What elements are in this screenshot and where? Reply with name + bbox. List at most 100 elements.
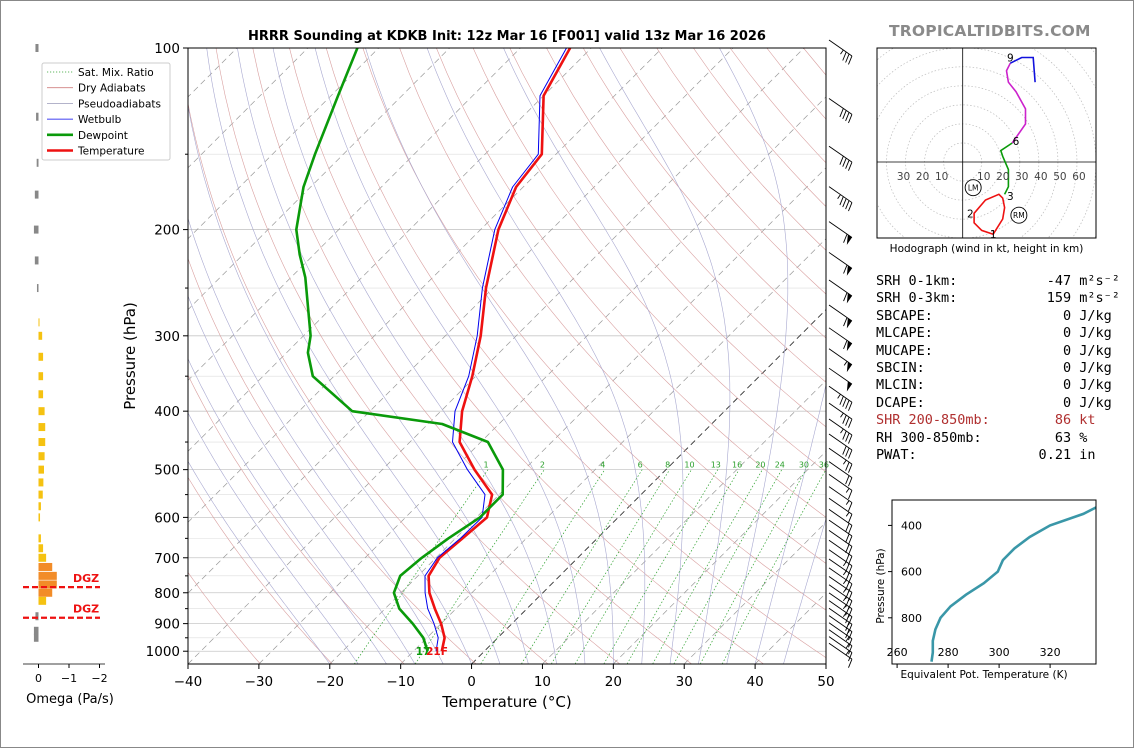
wind-barb bbox=[828, 509, 853, 535]
mixing-ratio-label: 16 bbox=[732, 461, 742, 470]
dry-adiabat-250 bbox=[188, 476, 333, 664]
omega-bar bbox=[38, 490, 43, 499]
isotherm--70 bbox=[188, 48, 592, 452]
stat-value: -47 bbox=[997, 273, 1072, 289]
mixing-ratio-label: 30 bbox=[799, 461, 809, 470]
stat-value: 0 bbox=[997, 359, 1072, 376]
barb-full bbox=[848, 556, 853, 565]
x-tick-label: 10 bbox=[534, 674, 551, 690]
legend-label: Wetbulb bbox=[78, 114, 122, 126]
dgz-label: DGZ bbox=[73, 603, 99, 616]
barb-full bbox=[839, 196, 844, 206]
stat-value: 0 bbox=[997, 307, 1072, 324]
barb-full bbox=[848, 418, 853, 428]
dry-adiabat-310 bbox=[289, 48, 764, 664]
isotherm--100 bbox=[188, 48, 379, 240]
dgz-label: DGZ bbox=[73, 572, 99, 585]
barb-staff bbox=[828, 402, 853, 420]
barb-half bbox=[843, 361, 848, 366]
barb-staff bbox=[828, 584, 853, 602]
isotherm--30 bbox=[258, 96, 826, 664]
pseudoadiabat-8 bbox=[237, 48, 529, 664]
y-tick-label: 300 bbox=[154, 329, 180, 345]
stat-unit: J/kg bbox=[1071, 359, 1112, 376]
barb-staff bbox=[828, 642, 853, 660]
omega-bar bbox=[38, 452, 45, 461]
wind-barb bbox=[828, 252, 853, 276]
stat-unit: J/kg bbox=[1071, 342, 1112, 359]
y-tick-label: 600 bbox=[154, 510, 180, 526]
mixing-ratio-label: 20 bbox=[755, 461, 765, 470]
dry-adiabat-350 bbox=[436, 48, 826, 518]
brand-watermark: TROPICALTIDBITS.COM bbox=[889, 22, 1091, 40]
isotherm--40 bbox=[188, 48, 805, 664]
theta-y-axis-label: Pressure (hPa) bbox=[875, 548, 887, 623]
wind-barb bbox=[828, 98, 853, 124]
barb-staff bbox=[828, 221, 853, 238]
barb-staff bbox=[828, 567, 853, 585]
barb-full bbox=[843, 292, 848, 302]
barb-full bbox=[848, 202, 853, 212]
omega-bar bbox=[35, 44, 39, 52]
dry-adiabat-320 bbox=[325, 48, 826, 659]
hodo-ring-label: 40 bbox=[1034, 171, 1047, 183]
barb-full bbox=[842, 198, 847, 208]
hodo-ring-label: 30 bbox=[897, 171, 910, 183]
barb-full bbox=[845, 461, 850, 471]
barb-full bbox=[843, 340, 848, 350]
barb-full bbox=[843, 233, 848, 243]
barb-full bbox=[843, 264, 848, 274]
barb-staff bbox=[828, 629, 853, 647]
wind-barb bbox=[828, 615, 853, 641]
omega-bar bbox=[38, 534, 41, 543]
isotherm-0 bbox=[471, 308, 826, 664]
wind-barb bbox=[828, 402, 853, 428]
wind-barb bbox=[828, 367, 853, 392]
barb-full bbox=[848, 463, 853, 473]
omega-bar bbox=[38, 502, 41, 511]
barb-full bbox=[848, 402, 853, 411]
mixing-ratio-label: 1 bbox=[483, 461, 488, 470]
dry-adiabat-260 bbox=[188, 374, 405, 664]
x-tick-label: 30 bbox=[676, 674, 693, 690]
wind-barb bbox=[828, 433, 853, 459]
hodo-ring-label: 20 bbox=[996, 171, 1009, 183]
wind-barb bbox=[828, 385, 853, 411]
wind-barb bbox=[828, 221, 853, 245]
x-tick-label: 0 bbox=[467, 674, 476, 690]
wind-barb bbox=[828, 418, 853, 444]
theta-area bbox=[930, 506, 1096, 662]
barb-full bbox=[848, 583, 853, 593]
omega-axis-label: Omega (Pa/s) bbox=[26, 692, 114, 707]
barb-staff bbox=[828, 348, 853, 366]
barb-flag bbox=[846, 293, 852, 304]
stat-row: SBCIN: 0 J/kg bbox=[876, 360, 1116, 377]
mixing-ratio-label: 2 bbox=[540, 461, 545, 470]
pseudoadiabat--8 bbox=[188, 295, 416, 664]
omega-bar bbox=[34, 190, 39, 199]
omega-bar bbox=[33, 633, 39, 642]
barb-full bbox=[839, 108, 844, 118]
theta-x-tick-label: 320 bbox=[1040, 646, 1061, 659]
stat-label: SBCAPE: bbox=[876, 307, 998, 324]
theta-y-tick-label: 800 bbox=[901, 612, 922, 625]
pseudoadiabat--16 bbox=[188, 412, 359, 664]
dry-adiabat-280 bbox=[188, 101, 549, 664]
pseudoadiabat--12 bbox=[188, 358, 387, 664]
barb-full bbox=[848, 608, 853, 618]
barb-staff bbox=[828, 252, 853, 269]
barb-full bbox=[845, 112, 850, 122]
isotherm--20 bbox=[329, 167, 826, 664]
hodo-height-label: 2 bbox=[967, 208, 974, 220]
barb-half bbox=[837, 393, 841, 399]
theta-x-tick-label: 260 bbox=[887, 646, 908, 659]
hodograph-frame bbox=[876, 47, 1097, 239]
barb-staff bbox=[828, 622, 853, 640]
isotherm--10 bbox=[400, 238, 826, 664]
barb-full bbox=[845, 200, 850, 210]
skew-plot-area bbox=[188, 48, 826, 664]
omega-bar bbox=[38, 562, 53, 571]
barb-half bbox=[843, 612, 847, 617]
dry-adiabat-370 bbox=[509, 48, 826, 428]
mixing-ratio-label: 4 bbox=[600, 461, 605, 470]
